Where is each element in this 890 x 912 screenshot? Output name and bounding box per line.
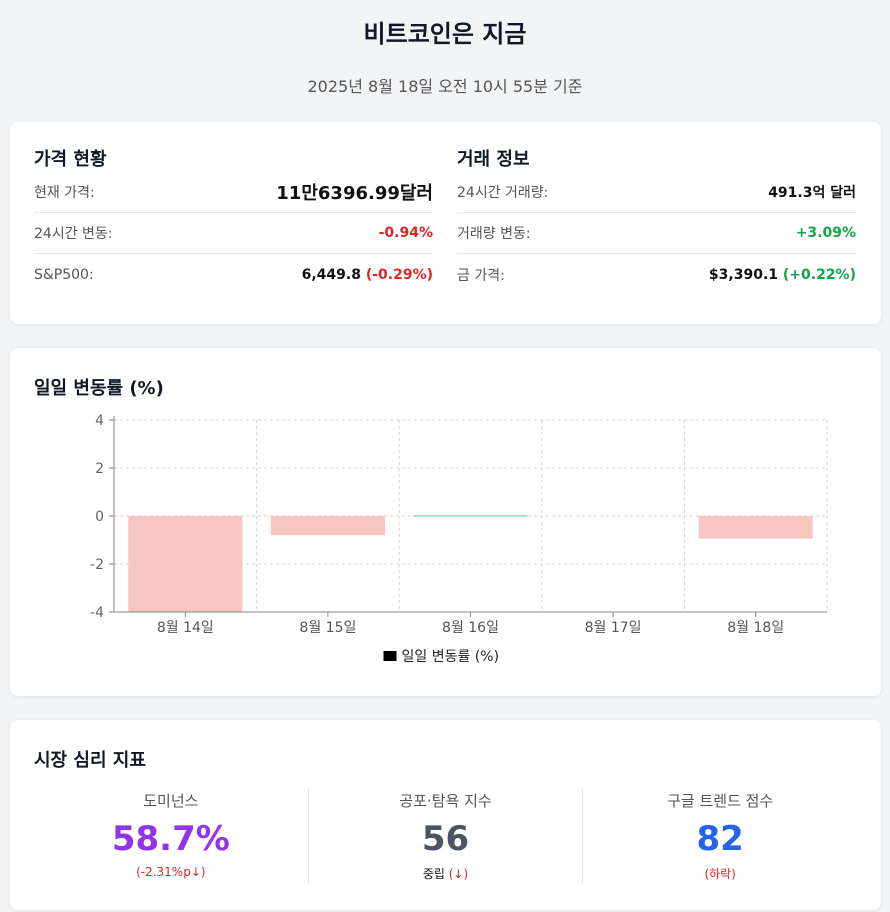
sentiment-metrics: 도미넌스 58.7% (-2.31%p↓) 공포·탐욕 지수 56 중립 (↓)… [34, 788, 857, 884]
fear-greed-direction: (↓) [448, 867, 469, 881]
bar [413, 514, 528, 517]
trade-row-volume-change: 거래량 변동: +3.09% [457, 213, 856, 254]
x-tick-label: 8월 18일 [727, 620, 784, 636]
x-tick-label: 8월 14일 [157, 620, 214, 636]
y-tick-label: 4 [95, 413, 104, 429]
metric-label: 공포·탐욕 지수 [399, 792, 492, 810]
chart-title: 일일 변동률 (%) [34, 378, 164, 399]
sp500-value: 6,449.8 [301, 266, 361, 283]
sp500-change: (-0.29%) [365, 266, 433, 283]
row-label: 금 가격: [457, 267, 505, 284]
metric-label: 도미넌스 [143, 792, 199, 810]
y-tick-label: 0 [95, 509, 104, 525]
row-label: 24시간 거래량: [457, 185, 549, 201]
change-24h-value: -0.94% [378, 225, 433, 241]
market-info-card: 가격 현황 현재 가격: 11만6396.99달러 24시간 변동: -0.94… [10, 122, 881, 324]
page-title: 비트코인은 지금 [363, 20, 527, 48]
fear-greed-label: 중립 [422, 867, 445, 881]
trade-row-volume: 24시간 거래량: 491.3억 달러 [457, 172, 856, 213]
gold-value-group: $3,390.1 (+0.22%) [709, 267, 856, 283]
metric-google-trends: 구글 트렌드 점수 82 (하락) [582, 788, 857, 884]
bar [128, 516, 243, 612]
price-section-title: 가격 현황 [34, 149, 107, 170]
row-label: S&P500: [34, 266, 94, 283]
legend-label: 일일 변동률 (%) [402, 649, 500, 665]
price-row-sp500: S&P500: 6,449.8 (-0.29%) [34, 254, 433, 295]
metric-dominance: 도미넌스 58.7% (-2.31%p↓) [34, 788, 308, 884]
legend-swatch [383, 651, 397, 661]
metric-label: 구글 트렌드 점수 [667, 792, 774, 810]
google-trends-value: 82 [696, 819, 744, 859]
price-row-current: 현재 가격: 11만6396.99달러 [34, 172, 433, 213]
daily-change-chart: 4 2 0 -2 -4 8월 14일 8월 15일 8월 16일 8월 17일 8월 18일일일 … [90, 413, 828, 665]
sentiment-card: 시장 심리 지표 도미넌스 58.7% (-2.31%p↓) 공포·탐욕 지수 … [10, 720, 881, 910]
price-row-24h-change: 24시간 변동: -0.94% [34, 213, 433, 254]
row-label: 현재 가격: [34, 185, 95, 201]
daily-change-chart-card: 일일 변동률 (%) 4 2 0 -2 -4 8월 14일 8월 15일 8월 16일 8월 1… [10, 348, 881, 696]
row-label: 24시간 변동: [34, 226, 113, 242]
trade-section-title: 거래 정보 [457, 149, 530, 170]
volume-value: 491.3억 달러 [768, 185, 856, 201]
bar [698, 516, 813, 539]
dominance-value: 58.7% [111, 819, 230, 859]
fear-greed-status: 중립 (↓) [309, 865, 583, 882]
price-section: 가격 현황 현재 가격: 11만6396.99달러 24시간 변동: -0.94… [34, 148, 433, 295]
metric-fear-greed: 공포·탐욕 지수 56 중립 (↓) [307, 788, 583, 884]
gold-change: (+0.22%) [782, 266, 856, 283]
x-tick-label: 8월 17일 [585, 620, 642, 636]
y-tick-label: 2 [95, 461, 104, 477]
y-tick-label: -2 [90, 557, 104, 573]
row-label: 거래량 변동: [457, 226, 531, 242]
gold-value: $3,390.1 [708, 266, 779, 283]
x-tick-label: 8월 16일 [442, 620, 499, 636]
x-tick-label: 8월 15일 [299, 620, 356, 636]
page-subtitle: 2025년 8월 18일 오전 10시 55분 기준 [307, 77, 583, 96]
fear-greed-value: 56 [421, 819, 470, 859]
current-price-value: 11만6396.99달러 [276, 183, 433, 204]
bar [270, 516, 385, 536]
dominance-change: (-2.31%p↓) [136, 865, 206, 879]
sp500-value-group: 6,449.8 (-0.29%) [302, 267, 433, 283]
trade-row-gold: 금 가격: $3,390.1 (+0.22%) [457, 254, 856, 295]
sentiment-title: 시장 심리 지표 [34, 750, 146, 771]
volume-change-value: +3.09% [795, 225, 856, 241]
google-trends-status: (하락) [704, 867, 736, 881]
y-tick-label: -4 [90, 605, 104, 621]
trade-section: 거래 정보 24시간 거래량: 491.3억 달러 거래량 변동: +3.09%… [457, 148, 856, 295]
